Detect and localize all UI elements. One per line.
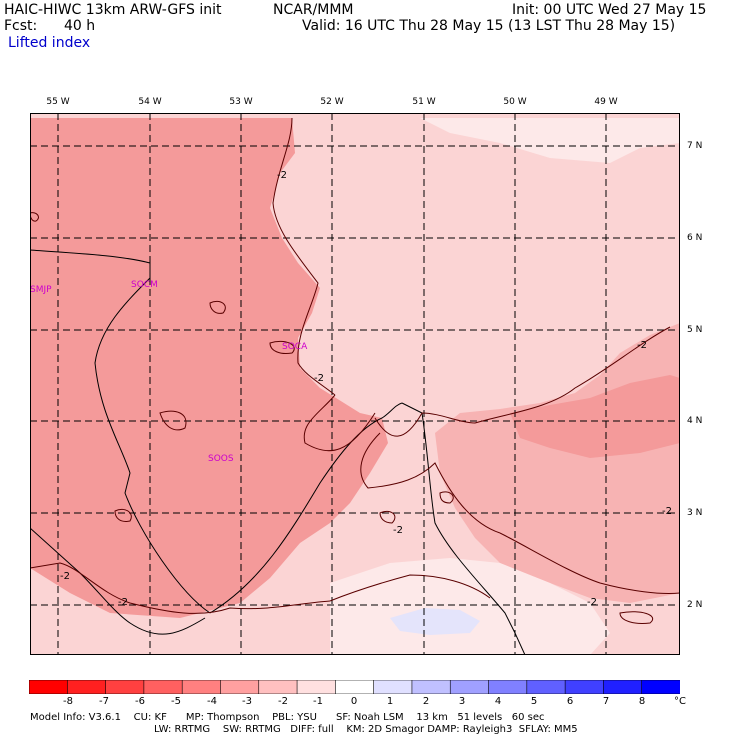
colorbar-swatch xyxy=(296,680,337,694)
lon-label: 51 W xyxy=(412,97,436,107)
fill-region-pale-north xyxy=(420,118,680,163)
colorbar-label: 8 xyxy=(638,696,646,707)
colorbar-label: -1 xyxy=(313,696,323,707)
colorbar-label: 2 xyxy=(422,696,430,707)
colorbar-swatch xyxy=(335,680,375,694)
station-labels: SMJP SOCM SOCA SOOS xyxy=(30,280,308,464)
map-border xyxy=(30,113,680,655)
contour-label: -2 xyxy=(314,373,324,384)
field-name: Lifted index xyxy=(8,35,91,51)
colorbar-swatch xyxy=(66,680,107,694)
model-info-line-2: LW: RRTMG SW: RRTMG DIFF: full KM: 2D Sm… xyxy=(154,724,578,735)
colorbar-label: 7 xyxy=(602,696,610,707)
fill-region-positive xyxy=(390,608,480,635)
colorbar-label: -8 xyxy=(63,696,73,707)
lat-lon-grid xyxy=(30,113,680,655)
colorbar-label: 6 xyxy=(566,696,574,707)
colorbar-swatch xyxy=(258,680,298,694)
colorbar-swatch xyxy=(181,680,222,694)
colorbar-label: 3 xyxy=(458,696,466,707)
lat-label: 2 N xyxy=(687,600,703,610)
colorbar-label: 4 xyxy=(494,696,502,707)
station-label: SOOS xyxy=(208,454,234,464)
colorbar-label: -7 xyxy=(99,696,109,707)
colorbar-label: 5 xyxy=(530,696,538,707)
contour-label: -2 xyxy=(393,525,403,536)
lon-label: 54 W xyxy=(138,97,162,107)
colorbar-label: -2 xyxy=(278,696,288,707)
lat-label: 3 N xyxy=(687,508,703,518)
colorbar xyxy=(29,680,680,694)
colorbar-swatch xyxy=(29,680,69,694)
model-info-line-1: Model Info: V3.6.1 CU: KF MP: Thompson P… xyxy=(30,712,545,723)
colorbar-swatch xyxy=(411,680,452,694)
lon-label: 53 W xyxy=(229,97,253,107)
forecast-label: Fcst: xyxy=(4,18,38,34)
colorbar-swatch xyxy=(220,680,260,694)
lon-label: 50 W xyxy=(503,97,527,107)
fill-region-deep-west xyxy=(30,118,388,618)
model-title: HAIC-HIWC 13km ARW-GFS init xyxy=(4,2,222,18)
colorbar-label: 1 xyxy=(386,696,394,707)
contour-label: -2 xyxy=(587,597,597,608)
colorbar-swatch xyxy=(564,680,605,694)
valid-time: Valid: 16 UTC Thu 28 May 15 (13 LST Thu … xyxy=(302,18,676,34)
contour-lines xyxy=(30,117,680,624)
init-time: Init: 00 UTC Wed 27 May 15 xyxy=(512,2,707,18)
forecast-hours: 40 h xyxy=(64,18,96,34)
colorbar-swatch xyxy=(641,680,680,694)
contour-labels: -2 -2 -2 -2 -2 -2 -2 -2 xyxy=(60,170,672,608)
colorbar-swatch xyxy=(449,680,490,694)
colorbar-label: -5 xyxy=(171,696,181,707)
colorbar-label: 0 xyxy=(350,696,358,707)
lat-label: 6 N xyxy=(687,233,703,243)
colorbar-swatch xyxy=(488,680,528,694)
contour-label: -2 xyxy=(637,340,647,351)
colorbar-swatch xyxy=(143,680,183,694)
colorbar-label: -3 xyxy=(242,696,252,707)
lat-label: 7 N xyxy=(687,141,703,151)
country-borders xyxy=(30,249,526,655)
center-name: NCAR/MMM xyxy=(273,2,354,18)
lon-label: 52 W xyxy=(320,97,344,107)
station-label: SMJP xyxy=(30,285,52,295)
station-label: SOCA xyxy=(282,342,308,352)
contour-label: -2 xyxy=(60,571,70,582)
colorbar-swatch xyxy=(373,680,413,694)
station-label: SOCM xyxy=(131,280,158,290)
colorbar-swatch xyxy=(603,680,643,694)
colorbar-swatch xyxy=(105,680,145,694)
lat-label: 4 N xyxy=(687,416,703,426)
lon-label: 55 W xyxy=(46,97,70,107)
lifted-index-map: -2 -2 -2 -2 -2 -2 -2 -2 SMJP SOCM SOCA S… xyxy=(30,113,680,655)
colorbar-label: -4 xyxy=(207,696,217,707)
contour-label: -2 xyxy=(662,506,672,517)
contour-label: -2 xyxy=(277,170,287,181)
colorbar-label: -6 xyxy=(135,696,145,707)
lon-label: 49 W xyxy=(594,97,618,107)
colorbar-unit: °C xyxy=(674,696,686,707)
colorbar-swatch xyxy=(526,680,566,694)
lat-label: 5 N xyxy=(687,325,703,335)
fill-region-deep-east xyxy=(510,375,680,458)
contour-label: -2 xyxy=(118,597,128,608)
